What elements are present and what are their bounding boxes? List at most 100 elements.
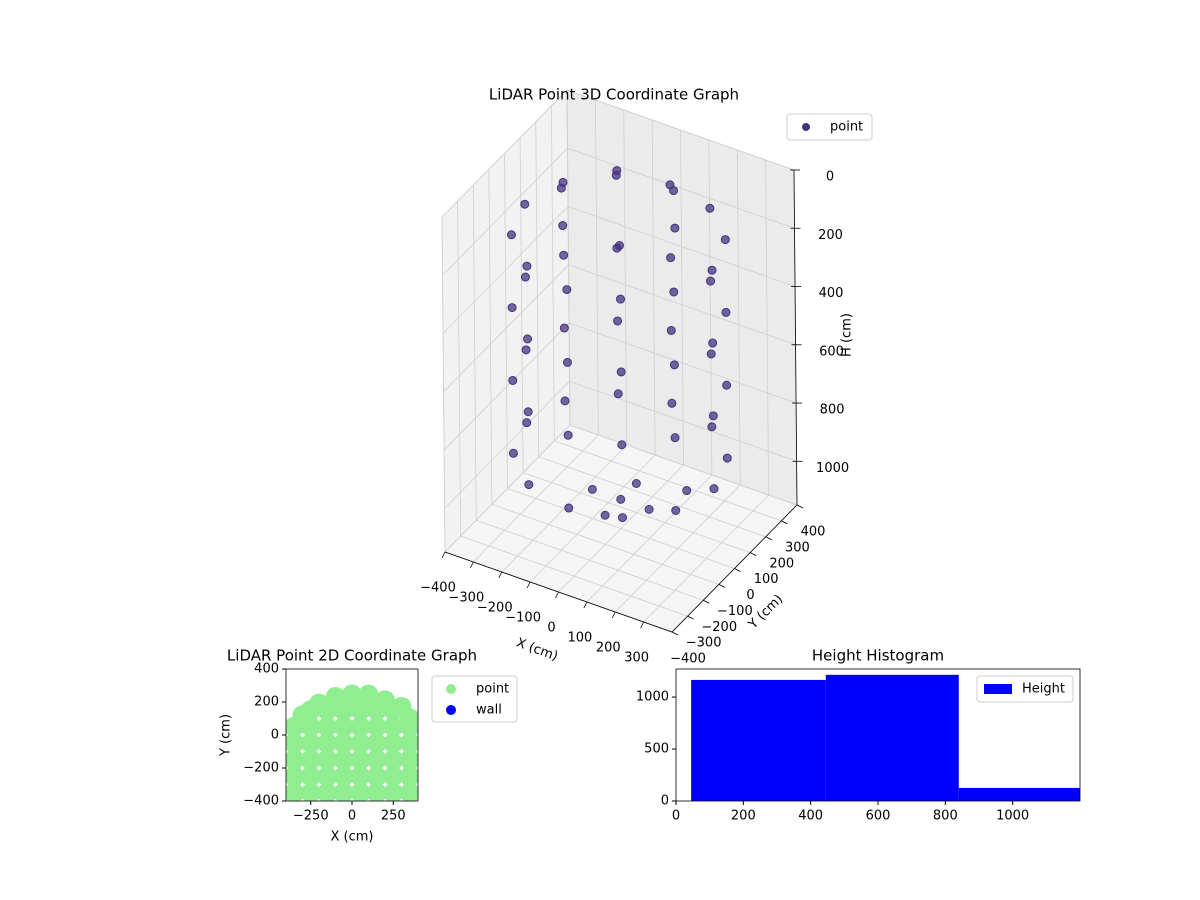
point xyxy=(300,782,321,801)
legend-label: wall xyxy=(476,703,502,718)
tick-mark xyxy=(796,504,804,509)
point xyxy=(617,513,627,523)
x-axis-label: X (cm) xyxy=(331,830,374,845)
grid-line xyxy=(568,322,797,404)
point xyxy=(286,782,305,801)
legend-marker xyxy=(802,123,810,131)
grid-line xyxy=(442,206,569,334)
x-tick-label: 200 xyxy=(596,641,621,656)
point xyxy=(707,422,717,432)
grid-line xyxy=(566,89,571,426)
point xyxy=(350,700,371,721)
point xyxy=(520,199,530,209)
point xyxy=(333,749,354,770)
grid-line xyxy=(569,424,798,506)
x-tick-label: −100 xyxy=(505,611,541,626)
x-tick-label: −300 xyxy=(449,591,485,606)
x-axis-label: X (cm) xyxy=(514,636,560,665)
y-tick-label: 200 xyxy=(254,695,279,710)
point xyxy=(720,235,730,245)
point xyxy=(399,733,418,754)
point xyxy=(707,265,717,275)
point xyxy=(317,766,338,787)
grid-line xyxy=(443,322,570,451)
grid-line xyxy=(554,440,782,522)
point xyxy=(616,367,626,377)
legend-marker xyxy=(984,684,1012,694)
y-tick-label: 0 xyxy=(661,794,669,809)
grid-line xyxy=(566,89,795,171)
point xyxy=(350,782,371,801)
point xyxy=(399,766,418,787)
y-tick-label: 0 xyxy=(271,728,279,743)
point xyxy=(559,250,569,260)
grid-line xyxy=(736,149,741,486)
legend-marker xyxy=(446,684,456,694)
point xyxy=(366,782,387,801)
point xyxy=(506,230,516,240)
point xyxy=(383,782,404,801)
point xyxy=(612,166,622,176)
y-axis-label: Y (cm) xyxy=(219,714,234,757)
grid-line xyxy=(623,109,628,446)
point xyxy=(292,705,313,726)
point xyxy=(286,749,305,770)
grid-line xyxy=(569,380,797,462)
grid-line xyxy=(460,535,688,617)
legend-label: Height xyxy=(1022,682,1065,697)
point xyxy=(671,505,681,515)
point xyxy=(522,261,532,271)
grid-line xyxy=(522,472,751,554)
point xyxy=(563,430,573,440)
point xyxy=(366,716,387,737)
point xyxy=(399,749,418,770)
point xyxy=(375,690,395,711)
point xyxy=(383,749,404,770)
legend-label: point xyxy=(830,120,863,135)
y-tick-label: 400 xyxy=(801,525,826,540)
x-tick-label: 0 xyxy=(672,809,680,824)
point xyxy=(383,733,404,754)
point xyxy=(559,323,569,333)
grid-line xyxy=(504,153,508,489)
tick-mark xyxy=(703,599,710,604)
plot-area xyxy=(286,684,418,801)
grid-line xyxy=(594,99,599,436)
x-tick-label: 0 xyxy=(547,621,555,636)
point xyxy=(508,375,518,385)
grid-line xyxy=(443,264,569,393)
grid-line xyxy=(765,159,770,496)
z-axis-label: H (cm) xyxy=(840,313,855,357)
point xyxy=(644,504,654,514)
point xyxy=(667,398,677,408)
tick-mark xyxy=(498,571,503,579)
point xyxy=(286,766,305,787)
point xyxy=(399,782,418,801)
y-tick-label: 300 xyxy=(785,540,810,555)
axis-line xyxy=(444,169,798,633)
grid-line xyxy=(568,264,796,346)
point xyxy=(560,396,570,406)
point xyxy=(613,389,623,399)
point xyxy=(682,486,692,496)
point xyxy=(333,782,354,801)
point xyxy=(325,687,346,708)
grid-line xyxy=(651,119,656,456)
point xyxy=(706,349,716,359)
grid-line xyxy=(472,185,477,521)
tick-mark xyxy=(611,611,616,619)
point xyxy=(556,183,566,193)
y-tick-label: −300 xyxy=(686,636,722,651)
plot-area xyxy=(691,674,1080,801)
point xyxy=(616,494,626,504)
point xyxy=(520,272,530,282)
bar xyxy=(825,674,959,801)
tick-mark xyxy=(718,584,726,588)
point xyxy=(309,693,329,714)
chart-title: LiDAR Point 2D Coordinate Graph xyxy=(227,647,477,665)
point xyxy=(564,503,574,513)
tick-mark xyxy=(583,601,588,609)
point xyxy=(383,766,404,787)
